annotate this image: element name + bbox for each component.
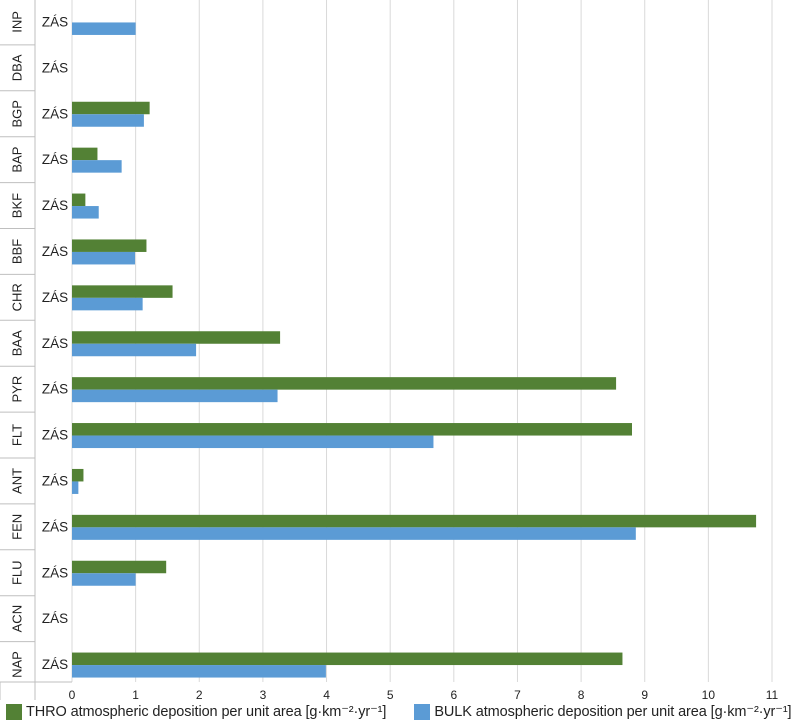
x-tick-label: 1 bbox=[132, 688, 139, 700]
category-sublabel: ZÁS bbox=[42, 290, 68, 305]
bar-thro bbox=[72, 377, 617, 390]
category-label: BAP bbox=[10, 147, 25, 173]
category-label: FLT bbox=[10, 424, 25, 446]
category-sublabel: ZÁS bbox=[42, 244, 68, 259]
category-sublabel: ZÁS bbox=[42, 428, 68, 443]
bar-bulk bbox=[72, 343, 197, 357]
x-tick-label: 11 bbox=[766, 688, 779, 700]
bar-bulk bbox=[72, 114, 144, 127]
category-label: BBF bbox=[10, 239, 25, 264]
x-tick-label: 9 bbox=[641, 688, 648, 700]
bar-thro bbox=[72, 101, 150, 115]
category-sublabel: ZÁS bbox=[42, 14, 68, 29]
bar-thro bbox=[72, 193, 86, 207]
bar-bulk bbox=[72, 22, 136, 35]
bar-thro bbox=[72, 423, 632, 436]
category-label: ANT bbox=[10, 468, 25, 494]
bar-bulk bbox=[72, 160, 122, 173]
category-sublabel: ZÁS bbox=[42, 336, 68, 351]
x-tick-label: 6 bbox=[450, 688, 457, 700]
x-tick-label: 3 bbox=[260, 688, 267, 700]
legend-label-thro: THRO atmospheric deposition per unit are… bbox=[26, 704, 387, 720]
bar-thro bbox=[72, 514, 757, 528]
chart-legend: THRO atmospheric deposition per unit are… bbox=[6, 700, 792, 724]
bar-thro bbox=[72, 331, 281, 344]
x-tick-label: 5 bbox=[387, 688, 394, 700]
category-label: ACN bbox=[10, 605, 25, 632]
bar-bulk bbox=[72, 481, 79, 494]
bar-bulk bbox=[72, 665, 326, 678]
category-sublabel: ZÁS bbox=[42, 473, 68, 488]
bar-thro bbox=[72, 239, 147, 252]
bar-bulk bbox=[72, 297, 143, 311]
category-sublabel: ZÁS bbox=[42, 657, 68, 672]
legend-swatch-thro bbox=[6, 704, 22, 720]
x-tick-label: 4 bbox=[323, 688, 330, 700]
bar-thro bbox=[72, 147, 98, 161]
bar-bulk bbox=[72, 251, 135, 265]
category-sublabel: ZÁS bbox=[42, 565, 68, 580]
bar-chart: INP ZÁS DBA ZÁS BGP ZÁS BAP ZÁS BKF ZÁS BBF ZÁS CHR Z… bbox=[0, 0, 779, 700]
bar-thro bbox=[72, 285, 173, 298]
category-sublabel: ZÁS bbox=[42, 382, 68, 397]
legend-item-thro: THRO atmospheric deposition per unit are… bbox=[6, 704, 386, 720]
bar-bulk bbox=[72, 206, 99, 219]
x-tick-label: 8 bbox=[578, 688, 585, 700]
category-label: NAP bbox=[10, 651, 25, 678]
category-label: PYR bbox=[10, 376, 25, 403]
bar-bulk bbox=[72, 527, 636, 540]
bar-bulk bbox=[72, 389, 278, 403]
category-label: BGP bbox=[10, 100, 25, 127]
category-sublabel: ZÁS bbox=[42, 106, 68, 121]
bar-thro bbox=[72, 560, 167, 574]
category-sublabel: ZÁS bbox=[42, 60, 68, 75]
x-tick-label: 10 bbox=[702, 688, 716, 700]
x-tick-label: 7 bbox=[514, 688, 521, 700]
x-tick-label: 2 bbox=[196, 688, 203, 700]
category-label: BAA bbox=[10, 330, 25, 356]
category-label: FLU bbox=[10, 560, 25, 585]
category-label: DBA bbox=[10, 54, 25, 81]
bar-bulk bbox=[72, 573, 136, 586]
category-label: BKF bbox=[10, 193, 25, 218]
x-tick-label: 0 bbox=[69, 688, 76, 700]
category-sublabel: ZÁS bbox=[42, 152, 68, 167]
category-sublabel: ZÁS bbox=[42, 519, 68, 534]
bar-bulk bbox=[72, 435, 434, 449]
category-sublabel: ZÁS bbox=[42, 198, 68, 213]
legend-swatch-bulk bbox=[414, 704, 431, 720]
category-sublabel: ZÁS bbox=[42, 611, 68, 626]
category-label: FEN bbox=[10, 514, 25, 540]
category-label: INP bbox=[10, 11, 25, 33]
bar-thro bbox=[72, 652, 623, 666]
category-label: CHR bbox=[10, 283, 25, 311]
legend-item-bulk: BULK atmospheric deposition per unit are… bbox=[414, 704, 792, 720]
legend-label-bulk: BULK atmospheric deposition per unit are… bbox=[434, 704, 792, 720]
bar-thro bbox=[72, 468, 84, 482]
